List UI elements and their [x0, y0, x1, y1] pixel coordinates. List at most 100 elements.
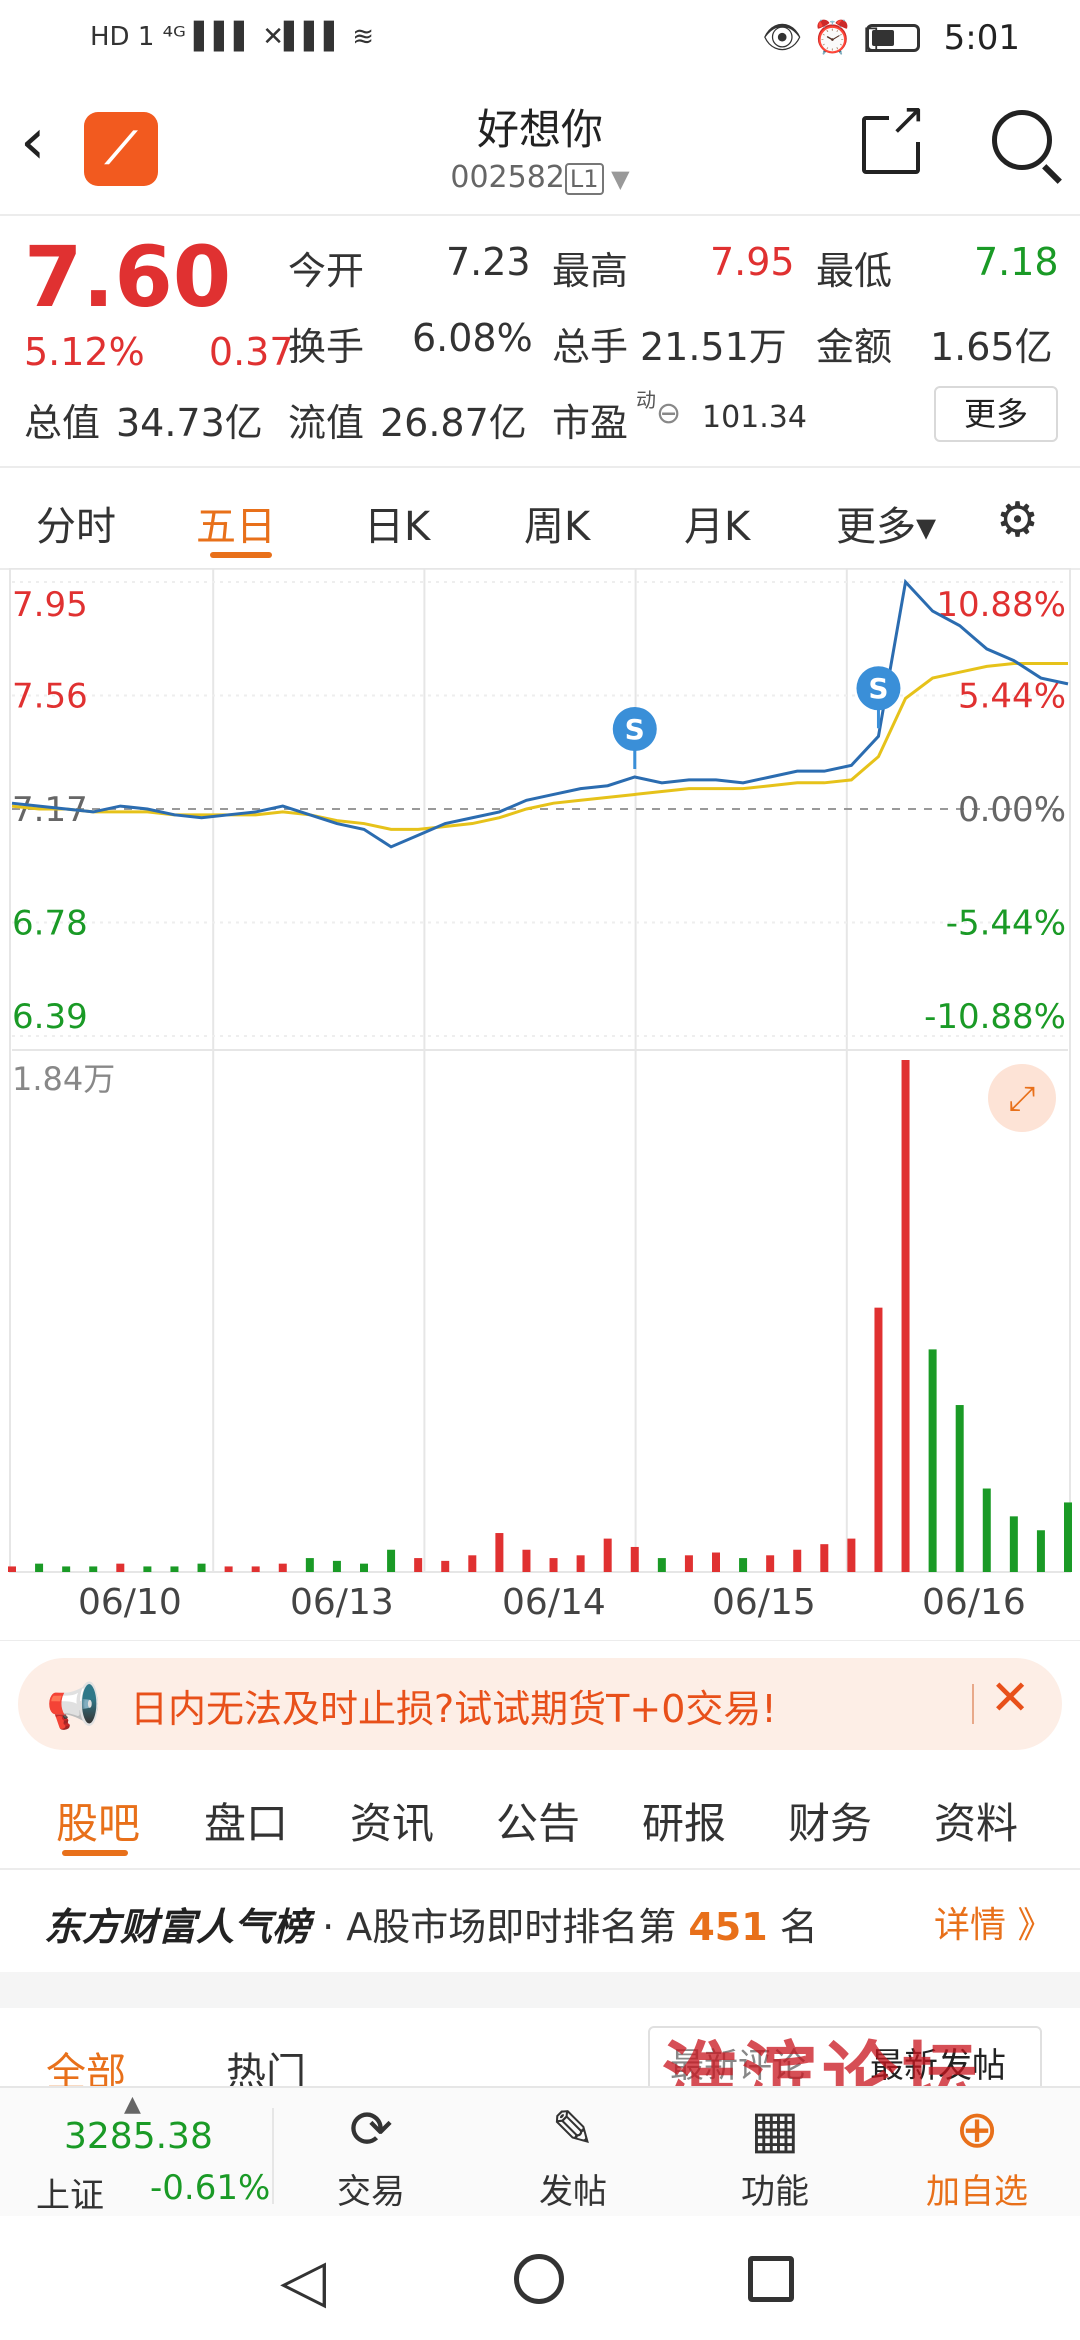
open-label: 今开	[288, 249, 365, 293]
volume-bar	[739, 1558, 748, 1572]
expand-button	[988, 1064, 1056, 1132]
volume-bar	[495, 1533, 504, 1572]
divider	[272, 2108, 274, 2204]
date-label: 06/14	[502, 1582, 606, 1623]
stock-name: 好想你	[476, 105, 603, 154]
trade-button[interactable]: ⟳ 交易	[306, 2100, 436, 2213]
features-button[interactable]: ▦ 功能	[710, 2100, 840, 2213]
index-value[interactable]: 3285.38	[64, 2116, 213, 2157]
amount-value: 1.65亿	[930, 325, 1053, 369]
share-icon[interactable]	[862, 98, 926, 174]
five-day-chart[interactable]: 7.957.567.176.786.3910.88%5.44%0.00%-5.4…	[0, 568, 1080, 1578]
y-axis-label-right: -10.88%	[924, 997, 1066, 1037]
add-watchlist-button[interactable]: ⊕ 加自选	[912, 2100, 1042, 2213]
volume-bar	[766, 1555, 775, 1572]
nav-back-icon[interactable]: ◁	[280, 2246, 327, 2316]
battery-icon	[866, 24, 920, 52]
volume-bar	[305, 1558, 314, 1572]
search-icon[interactable]	[992, 110, 1052, 170]
volume-bar	[928, 1349, 937, 1572]
pe-sup: 动	[636, 388, 656, 412]
sort-toggle[interactable]: 最新评论 最新发帖	[648, 2026, 1042, 2092]
nav-recent-icon[interactable]	[748, 2256, 794, 2302]
float-value-label: 流值	[288, 401, 365, 445]
level-badge: L1	[564, 163, 604, 195]
expand-icon: ⤢	[1008, 1079, 1035, 1119]
volume-bar	[630, 1546, 639, 1572]
sort-latest-post[interactable]: 最新发帖	[870, 2046, 1006, 2086]
promo-banner[interactable]: 📢 日内无法及时止损?试试期货T+0交易! ✕	[18, 1658, 1062, 1750]
trade-label: 交易	[337, 2172, 405, 2212]
index-percent[interactable]: -0.61%	[150, 2168, 271, 2208]
divider	[0, 1640, 1080, 1641]
volume-bar	[143, 1566, 152, 1572]
tab-weekly-k[interactable]: 周K	[524, 504, 591, 550]
volume-bar	[414, 1558, 423, 1572]
volume-bar	[1036, 1530, 1045, 1572]
tab-monthly-k[interactable]: 月K	[684, 504, 751, 550]
y-axis-label-right: 0.00%	[958, 790, 1066, 830]
back-chevron-icon[interactable]: ‹	[20, 105, 46, 179]
volume-value: 21.51万	[640, 325, 787, 369]
volume-bar	[251, 1566, 260, 1572]
signal-marker-label: S	[868, 672, 888, 705]
volume-bar	[982, 1488, 991, 1572]
rank-suffix: 名	[779, 1905, 818, 1949]
tab-more[interactable]: 更多▾	[836, 504, 937, 550]
gear-icon[interactable]: ⚙	[996, 492, 1040, 548]
volume-bar	[89, 1566, 98, 1572]
volume-bar	[332, 1560, 341, 1572]
turnover-label: 换手	[288, 325, 365, 369]
volume-bar	[360, 1563, 368, 1572]
volume-bar	[35, 1563, 44, 1572]
turnover-value: 6.08%	[412, 316, 533, 360]
section-spacer	[0, 1972, 1080, 2008]
rank-number: 451	[688, 1905, 768, 1949]
high-label: 最高	[552, 249, 629, 293]
signal-marker	[612, 706, 657, 751]
y-axis-label-left: 6.78	[12, 904, 88, 944]
low-value: 7.18	[974, 240, 1059, 284]
index-name[interactable]: 上证	[36, 2176, 104, 2216]
open-value: 7.23	[446, 240, 531, 284]
info-circle-icon[interactable]: ⊖	[656, 396, 682, 431]
date-label: 06/10	[78, 1582, 182, 1623]
tab-forum[interactable]: 股吧	[56, 1799, 141, 1848]
tab-financials[interactable]: 财务	[788, 1799, 873, 1848]
tab-profile[interactable]: 资料	[934, 1799, 1019, 1848]
volume-bar	[197, 1563, 206, 1572]
y-axis-label-right: 10.88%	[936, 585, 1066, 625]
stock-code-row[interactable]: 002582 L1 ▼	[0, 160, 1080, 195]
divider	[0, 466, 1080, 468]
post-button[interactable]: ✎ 发帖	[508, 2100, 638, 2213]
price-change: 5.12% 0.37	[24, 330, 294, 374]
current-price: 7.60	[24, 228, 232, 326]
amount-label: 金额	[816, 325, 893, 369]
tab-intraday[interactable]: 分时	[36, 504, 116, 550]
more-quote-button[interactable]: 更多	[934, 386, 1058, 442]
tab-news[interactable]: 资讯	[350, 1799, 435, 1848]
rank-text: · A股市场即时排名第	[322, 1905, 677, 1949]
volume-bar	[657, 1558, 666, 1572]
caret-down-icon: ▼	[603, 165, 630, 193]
app-logo-icon: ⟋	[84, 112, 158, 186]
tab-research[interactable]: 研报	[642, 1799, 727, 1848]
active-tab-indicator	[210, 552, 272, 558]
volume-bar	[522, 1549, 531, 1572]
float-value: 26.87亿	[380, 401, 527, 445]
nav-home-icon[interactable]	[514, 2254, 564, 2304]
sort-latest-comment[interactable]: 最新评论	[670, 2046, 806, 2086]
rank-detail-link[interactable]: 详情 》	[934, 1905, 1054, 1946]
tab-five-day[interactable]: 五日	[196, 504, 276, 550]
y-axis-label-right: -5.44%	[946, 904, 1066, 944]
close-icon[interactable]: ✕	[990, 1670, 1031, 1726]
volume-bar	[847, 1538, 856, 1572]
y-axis-label-left: 6.39	[12, 997, 88, 1037]
tab-orderbook[interactable]: 盘口	[204, 1799, 289, 1848]
tab-daily-k[interactable]: 日K	[364, 504, 431, 550]
tab-announcements[interactable]: 公告	[496, 1799, 581, 1848]
trade-icon: ⟳	[349, 2100, 393, 2160]
popularity-rank: 东方财富人气榜 · A股市场即时排名第 451 名	[44, 1896, 818, 1951]
signal-marker	[856, 666, 901, 711]
change-percent: 5.12%	[24, 330, 145, 374]
